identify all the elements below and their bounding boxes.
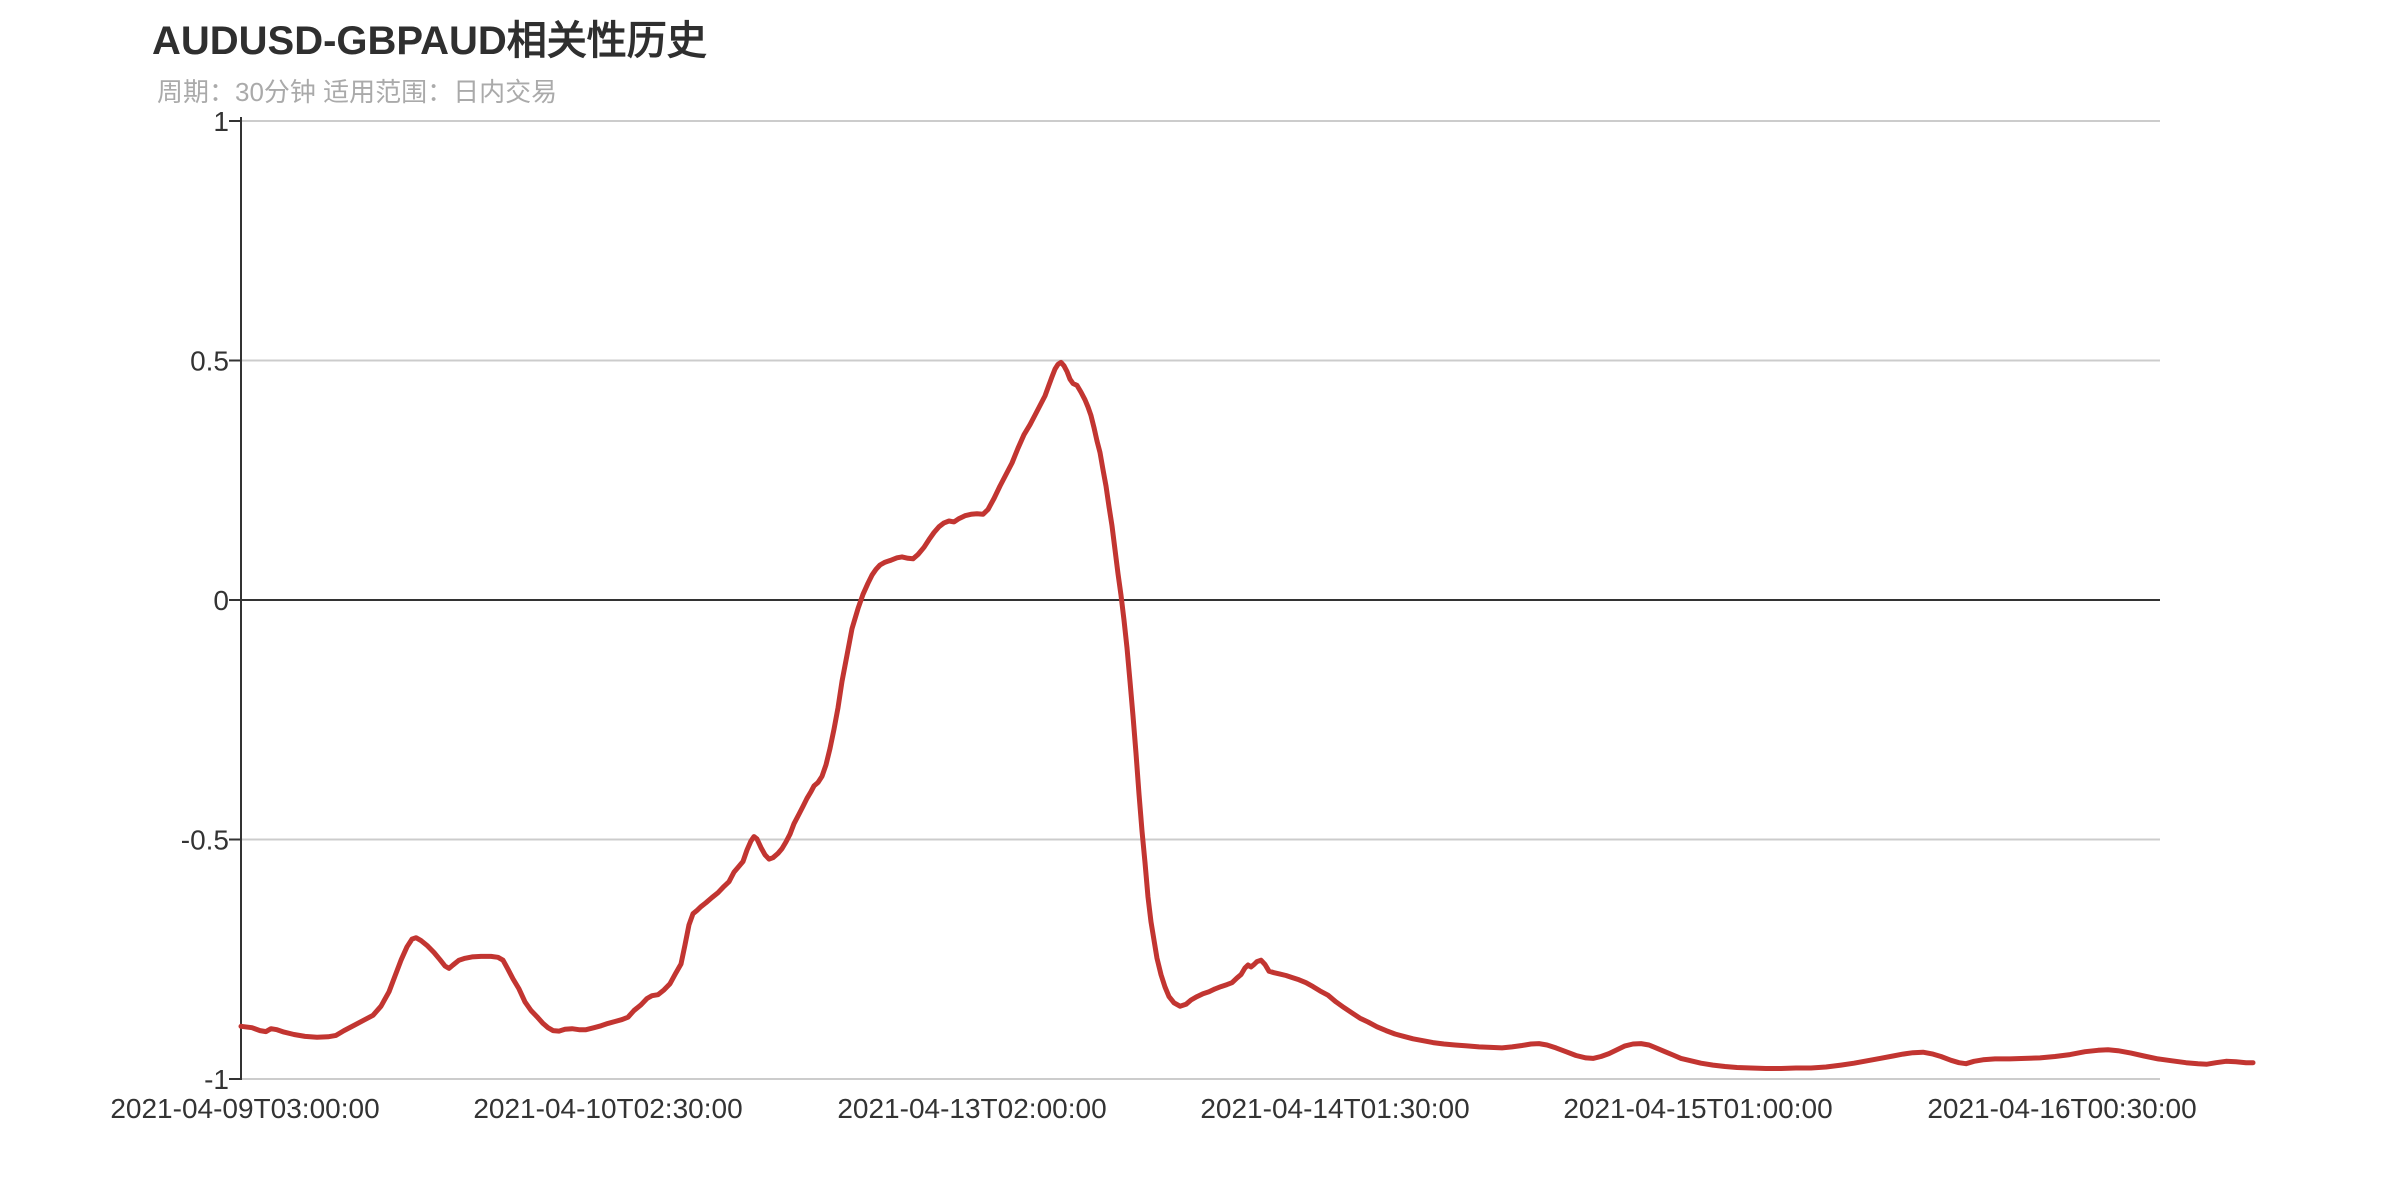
y-tick-label: 0.5 xyxy=(190,346,229,377)
x-tick-label: 2021-04-10T02:30:00 xyxy=(473,1093,742,1124)
chart-subtitle: 周期：30分钟 适用范围：日内交易 xyxy=(157,77,558,107)
x-tick-label: 2021-04-15T01:00:00 xyxy=(1563,1093,1832,1124)
y-tick-label: 1 xyxy=(213,106,229,137)
y-tick-label: 0 xyxy=(213,585,229,616)
x-tick-label: 2021-04-16T00:30:00 xyxy=(1927,1093,2196,1124)
y-tick-label: -0.5 xyxy=(181,825,229,856)
x-tick-label: 2021-04-13T02:00:00 xyxy=(837,1093,1106,1124)
series-line xyxy=(238,359,2256,1071)
x-tick-label: 2021-04-14T01:30:00 xyxy=(1200,1093,1469,1124)
y-axis xyxy=(229,117,242,1080)
correlation-line-series xyxy=(238,359,2256,1071)
gridlines xyxy=(241,120,2160,1080)
x-tick-label: 2021-04-09T03:00:00 xyxy=(110,1093,379,1124)
chart-title: AUDUSD-GBPAUD相关性历史 xyxy=(152,19,707,63)
y-tick-label: -1 xyxy=(204,1064,229,1095)
